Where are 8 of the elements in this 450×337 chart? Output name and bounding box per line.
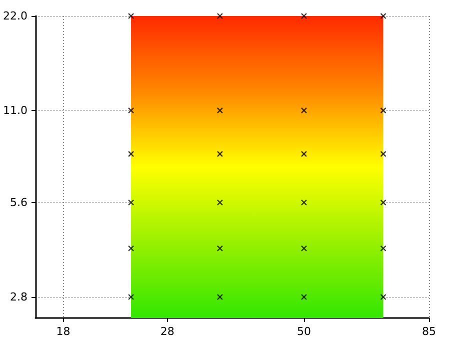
x-tick-label: 85 (422, 325, 436, 337)
x-tick-label: 18 (56, 325, 70, 337)
y-tick-label: 2.8 (10, 290, 28, 304)
y-tick-label: 11.0 (2, 104, 28, 117)
x-tick-label: 28 (160, 325, 174, 337)
y-tick-label: 5.6 (10, 196, 28, 210)
x-tick-label: 50 (296, 325, 311, 337)
y-tick-label: 22.0 (2, 10, 28, 22)
